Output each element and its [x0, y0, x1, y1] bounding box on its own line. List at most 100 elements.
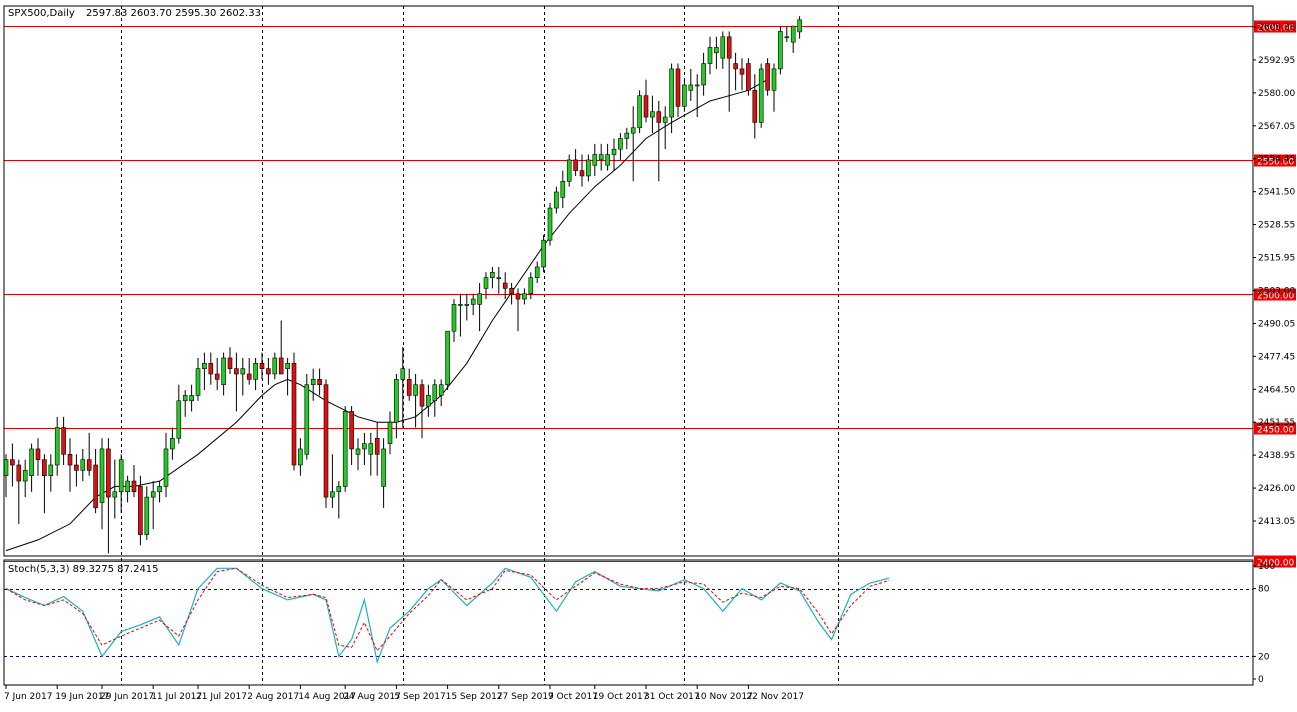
candle-body [93, 464, 98, 509]
candle-body [637, 95, 642, 129]
candle [733, 52, 738, 91]
candle [214, 357, 220, 391]
candle-body [234, 368, 239, 375]
candle [29, 443, 34, 492]
candle-body [458, 304, 463, 306]
candle-body [86, 459, 92, 471]
candle [534, 261, 540, 284]
candle [765, 58, 770, 96]
candle [458, 293, 463, 337]
candle-body [67, 453, 73, 466]
candle-body [694, 84, 700, 87]
candle-body [528, 277, 534, 295]
candle-body [726, 36, 732, 59]
horizontal-level-label: 2450.00 [1257, 426, 1294, 436]
candle [61, 416, 66, 466]
candle-body [547, 207, 553, 241]
candle [656, 101, 662, 182]
candle-body [656, 111, 662, 123]
candle [272, 352, 278, 380]
candle-body [10, 459, 15, 466]
candle [42, 454, 47, 514]
candle-body [618, 138, 623, 150]
candle [330, 454, 335, 508]
candle [80, 448, 86, 482]
candle-body [752, 90, 758, 123]
candle [438, 379, 444, 407]
date-axis-label: 21 Jul 2017 [196, 692, 247, 702]
stochastic-main-line [5, 567, 890, 665]
candle [246, 357, 252, 385]
candle [336, 481, 342, 519]
candle [291, 352, 297, 471]
candle [157, 481, 162, 503]
price-axis-label: 2567.05 [1258, 122, 1295, 132]
stochastic-signal-line [5, 567, 890, 652]
candle [118, 454, 124, 514]
candle-body [477, 293, 482, 305]
horizontal-level-tag [1254, 288, 1296, 301]
candle-body [432, 384, 438, 402]
date-axis-label: 10 Nov 2017 [695, 692, 753, 702]
candle [240, 357, 246, 396]
candle-body [611, 148, 617, 155]
candle-body [778, 31, 783, 70]
price-axis-label: 2528.55 [1258, 221, 1295, 231]
candle [342, 406, 348, 492]
candle-body [682, 84, 687, 107]
candle [566, 154, 572, 187]
candle [605, 143, 610, 171]
candle [202, 352, 207, 391]
candle-body [42, 459, 47, 477]
candle [470, 293, 476, 316]
candle [317, 368, 322, 396]
candle [138, 475, 143, 546]
candle-body [330, 491, 335, 498]
date-axis-label: 19 Oct 2017 [593, 692, 649, 702]
candle-body [138, 486, 143, 535]
candle-body [541, 239, 546, 268]
candle [195, 357, 201, 401]
price-axis-label: 2464.50 [1258, 385, 1295, 395]
candle [477, 283, 482, 332]
price-axis-label: 2413.05 [1258, 517, 1295, 527]
candle [624, 127, 630, 150]
candle-body [496, 277, 502, 279]
candle [227, 347, 233, 375]
stochastic-scale-label: 20 [1258, 652, 1270, 662]
stochastic-plot-frame [3, 559, 1254, 686]
candle [618, 133, 623, 160]
candle [48, 454, 54, 492]
candle-body [797, 19, 802, 33]
candle [170, 427, 175, 460]
candle-body [144, 496, 150, 535]
candle-body [157, 486, 162, 493]
price-axis-label: 2541.50 [1258, 188, 1295, 198]
candle [573, 149, 578, 176]
candle [784, 26, 790, 43]
candle-body [586, 159, 591, 177]
candle-body [195, 368, 201, 396]
candle-body [534, 266, 540, 278]
candle-body [573, 159, 578, 171]
candle-body [118, 459, 124, 493]
candle-body [355, 448, 361, 455]
candle [739, 58, 745, 91]
candle [752, 74, 758, 139]
candle [93, 448, 98, 514]
candle-body [394, 379, 399, 423]
horizontal-level-tag [1254, 154, 1296, 167]
price-axis-label: 2580.00 [1258, 89, 1295, 99]
candle [464, 293, 470, 321]
candle-body [374, 437, 380, 455]
candle [400, 347, 406, 428]
candle-body [304, 384, 310, 455]
date-axis-label: 29 Jun 2017 [100, 692, 154, 702]
candle-body [182, 395, 188, 402]
candle [74, 454, 79, 487]
candle [253, 357, 258, 391]
candle [579, 154, 585, 187]
candle-body [790, 25, 796, 43]
candle-body [323, 384, 329, 498]
